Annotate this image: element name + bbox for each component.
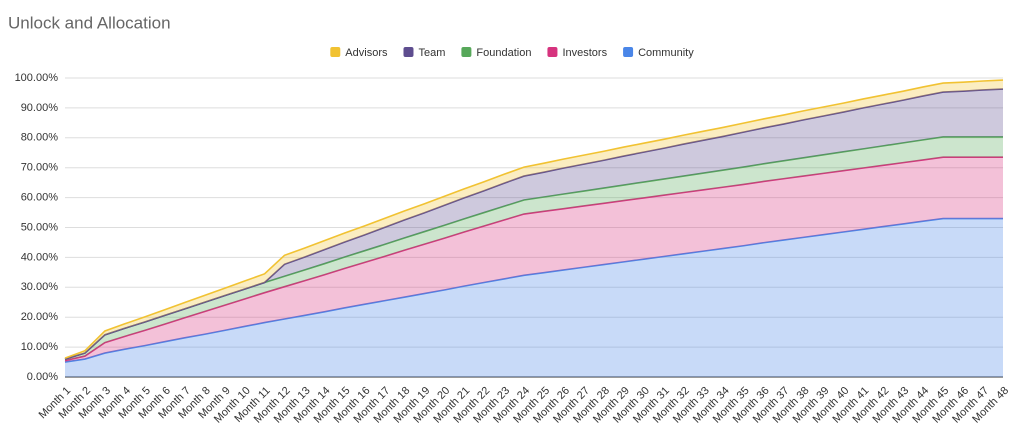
legend-label: Community (638, 47, 694, 59)
area (65, 157, 1003, 363)
y-tick-label: 70.00% (21, 162, 59, 174)
chart-title: Unlock and Allocation (8, 13, 171, 32)
area-line (64, 156, 1003, 362)
area-line (64, 217, 1003, 363)
y-tick-label: 20.00% (21, 311, 59, 323)
y-tick-label: 30.00% (21, 281, 59, 293)
legend-label: Team (418, 47, 445, 59)
legend-swatch (547, 47, 558, 57)
legend-swatch (403, 47, 414, 57)
y-tick-label: 50.00% (21, 221, 59, 233)
legend-swatch (330, 47, 341, 57)
legend-swatch (623, 47, 634, 57)
y-tick-label: 10.00% (21, 341, 59, 353)
legend: Advisors Team Foundation Investors Community (330, 47, 694, 59)
area-line (64, 79, 1004, 359)
y-tick-label: 90.00% (21, 102, 59, 114)
y-tick-label: 60.00% (21, 192, 59, 204)
legend-label: Foundation (476, 47, 531, 59)
area-line (64, 88, 1004, 360)
y-tick-label: 40.00% (21, 251, 59, 263)
y-tick-label: 100.00% (15, 72, 59, 84)
y-tick-label: 80.00% (21, 132, 59, 144)
legend-label: Advisors (345, 47, 388, 59)
area (65, 89, 1003, 360)
area (65, 136, 1003, 361)
legend-swatch (461, 47, 472, 57)
y-tick-label: 0.00% (27, 371, 58, 383)
legend-label: Investors (562, 47, 607, 59)
area (65, 218, 1003, 377)
